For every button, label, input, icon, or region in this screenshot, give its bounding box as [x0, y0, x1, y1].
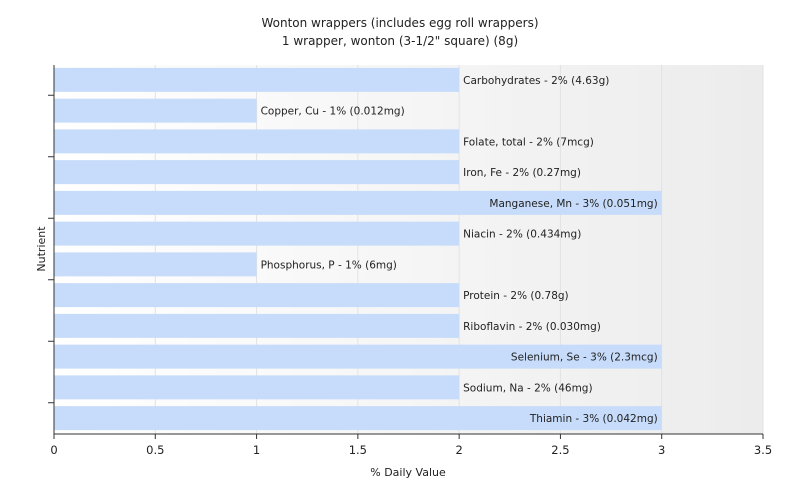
bar	[54, 190, 662, 215]
bar-data-label: Phosphorus, P - 1% (6mg)	[261, 259, 397, 271]
x-axis-title: % Daily Value	[370, 466, 446, 479]
x-tick-label: 0.5	[146, 443, 164, 457]
bar	[54, 129, 460, 154]
x-tick-label: 3	[658, 443, 665, 457]
x-tick-label: 1	[253, 443, 260, 457]
bar	[54, 67, 460, 92]
gridlines	[154, 65, 764, 434]
bar-data-label: Iron, Fe - 2% (0.27mg)	[463, 167, 581, 179]
x-tick-label: 0	[50, 443, 57, 457]
bar	[54, 344, 662, 369]
x-tick-label: 1.5	[349, 443, 367, 457]
bar-data-label: Sodium, Na - 2% (46mg)	[463, 382, 592, 394]
axes: 0 0.5 1 1.5 2 2.5 3 3.5	[48, 65, 772, 457]
bar	[54, 98, 257, 123]
bar-data-label: Manganese, Mn - 3% (0.051mg)	[489, 198, 657, 210]
bar-data-label: Copper, Cu - 1% (0.012mg)	[261, 106, 405, 118]
bar	[54, 221, 460, 246]
bar	[54, 375, 460, 400]
bar	[54, 406, 662, 431]
bar-data-label: Protein - 2% (0.78g)	[463, 290, 569, 302]
bar	[54, 313, 460, 338]
bar	[54, 283, 460, 308]
x-tick-label: 2.5	[551, 443, 569, 457]
chart-subtitle: 1 wrapper, wonton (3-1/2" square) (8g)	[282, 34, 518, 48]
bar	[54, 252, 257, 277]
x-tick-label: 2	[455, 443, 462, 457]
y-axis-title: Nutrient	[35, 226, 48, 272]
plot-area	[54, 65, 763, 434]
bars: Carbohydrates - 2% (4.63g) Copper, Cu - 1…	[54, 67, 662, 431]
bar-data-label: Carbohydrates - 2% (4.63g)	[463, 75, 609, 87]
bar-data-label: Selenium, Se - 3% (2.3mcg)	[511, 352, 658, 364]
chart-title: Wonton wrappers (includes egg roll wrapp…	[261, 16, 538, 30]
x-tick-label: 3.5	[754, 443, 772, 457]
bar-data-label: Niacin - 2% (0.434mg)	[463, 229, 581, 241]
bar	[54, 160, 460, 185]
bar-data-label: Folate, total - 2% (7mcg)	[463, 136, 594, 148]
bar-data-label: Thiamin - 3% (0.042mg)	[529, 413, 658, 425]
bar-data-label: Riboflavin - 2% (0.030mg)	[463, 321, 601, 333]
